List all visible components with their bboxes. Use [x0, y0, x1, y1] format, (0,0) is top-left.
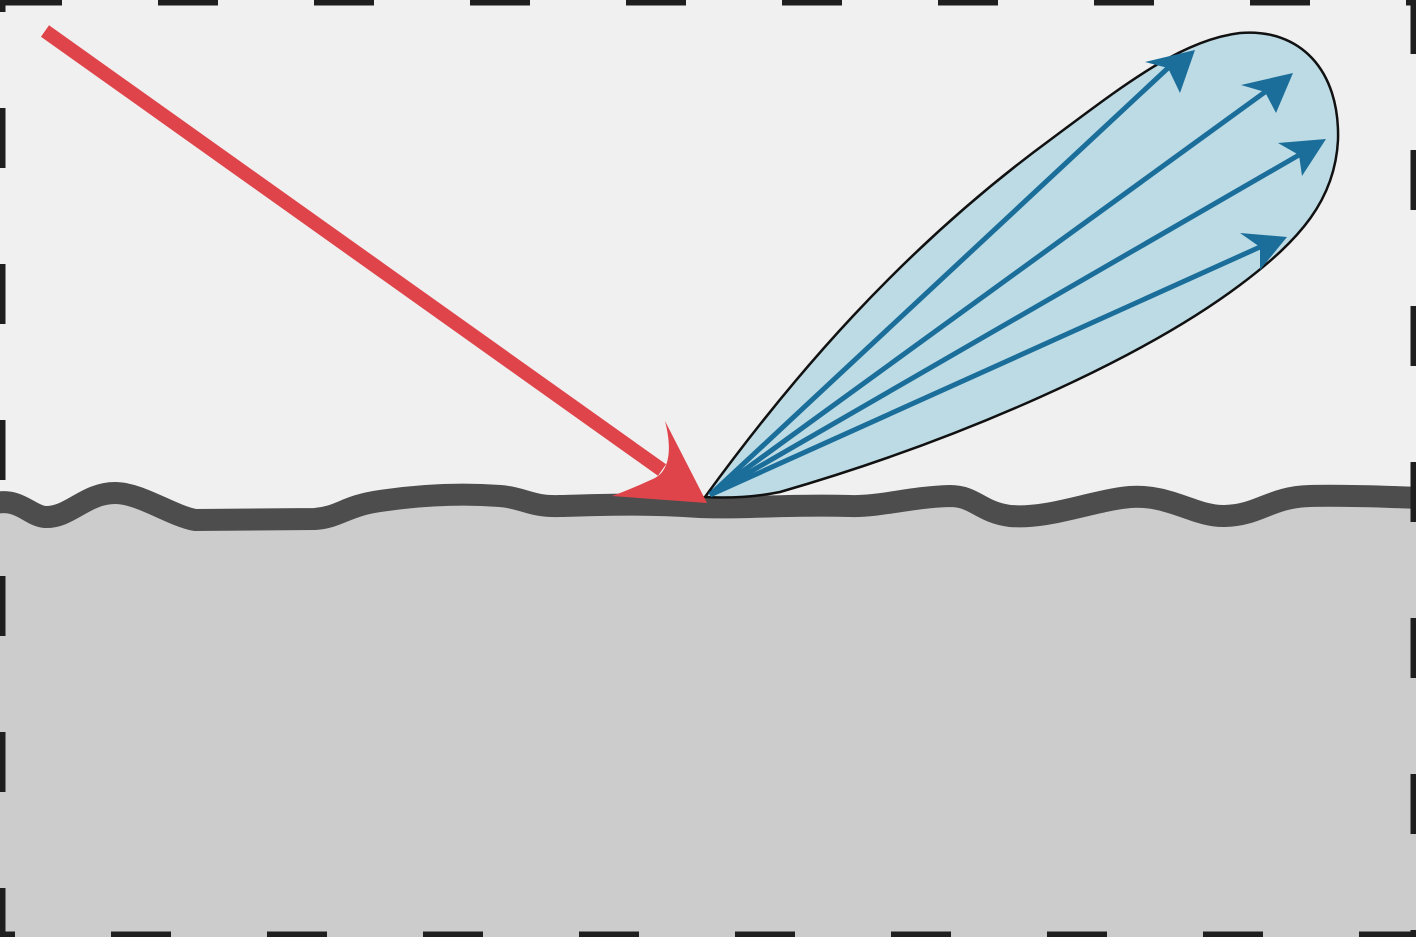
reflected-rays — [708, 50, 1326, 498]
reflected-ray-1 — [708, 50, 1195, 497]
incident-ray — [40, 25, 707, 503]
reflected-ray-2 — [708, 73, 1293, 498]
reflected-ray-3 — [708, 139, 1326, 498]
incident-ray-arrowhead — [612, 421, 707, 503]
reflected-ray-4 — [708, 233, 1287, 498]
rough-surface-line — [0, 482, 1416, 531]
surface-material — [0, 493, 1416, 937]
